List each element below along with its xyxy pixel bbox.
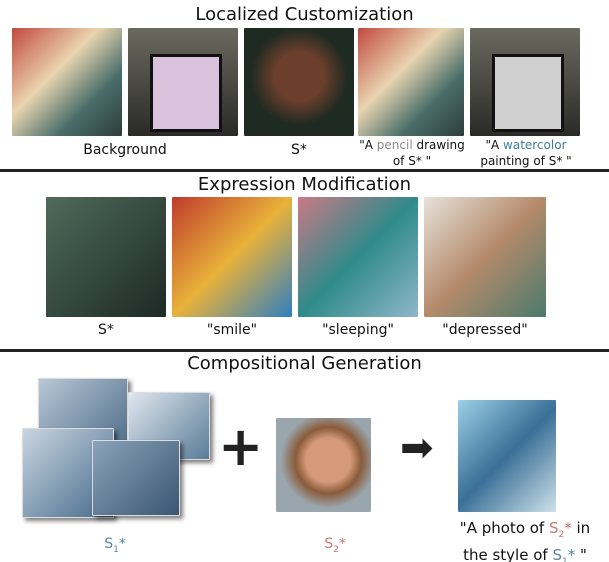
caption-smile: "smile" bbox=[206, 322, 258, 338]
expression-image-sleeping bbox=[298, 197, 418, 317]
caption-watercolor: "A watercolor painting of S* " bbox=[480, 138, 572, 168]
generated-image bbox=[458, 400, 556, 512]
caption-s2: S2* bbox=[324, 536, 346, 555]
plus-icon: + bbox=[218, 415, 264, 478]
expression-image-subject bbox=[46, 197, 166, 317]
frame-image bbox=[128, 28, 238, 136]
caption-background: Background bbox=[83, 142, 167, 158]
caption-sleeping: "sleeping" bbox=[322, 322, 394, 338]
section-title-compositional: Compositional Generation bbox=[187, 353, 422, 374]
expression-image-depressed bbox=[424, 197, 546, 317]
section-title-localized: Localized Customization bbox=[195, 4, 414, 25]
divider bbox=[0, 349, 609, 352]
caption-subject: S* bbox=[291, 142, 307, 158]
arrow-right-icon: ➡ bbox=[400, 425, 434, 471]
divider bbox=[0, 169, 609, 172]
caption-prompt: "A photo of S2* in the style of S1* " bbox=[459, 519, 591, 562]
caption-expression-subject: S* bbox=[98, 322, 114, 338]
watercolor-result-image bbox=[470, 28, 580, 136]
pencil-result-image bbox=[358, 28, 464, 136]
subject-photo bbox=[276, 418, 371, 512]
section-title-expression: Expression Modification bbox=[197, 174, 412, 195]
expression-image-smile bbox=[172, 197, 292, 317]
caption-s1: S1* bbox=[104, 536, 126, 555]
caption-depressed: "depressed" bbox=[442, 322, 528, 338]
style-painting-4 bbox=[92, 440, 180, 516]
subject-image bbox=[244, 28, 354, 136]
caption-pencil: "A pencil drawing of S* " bbox=[359, 138, 465, 168]
background-image bbox=[12, 28, 122, 136]
